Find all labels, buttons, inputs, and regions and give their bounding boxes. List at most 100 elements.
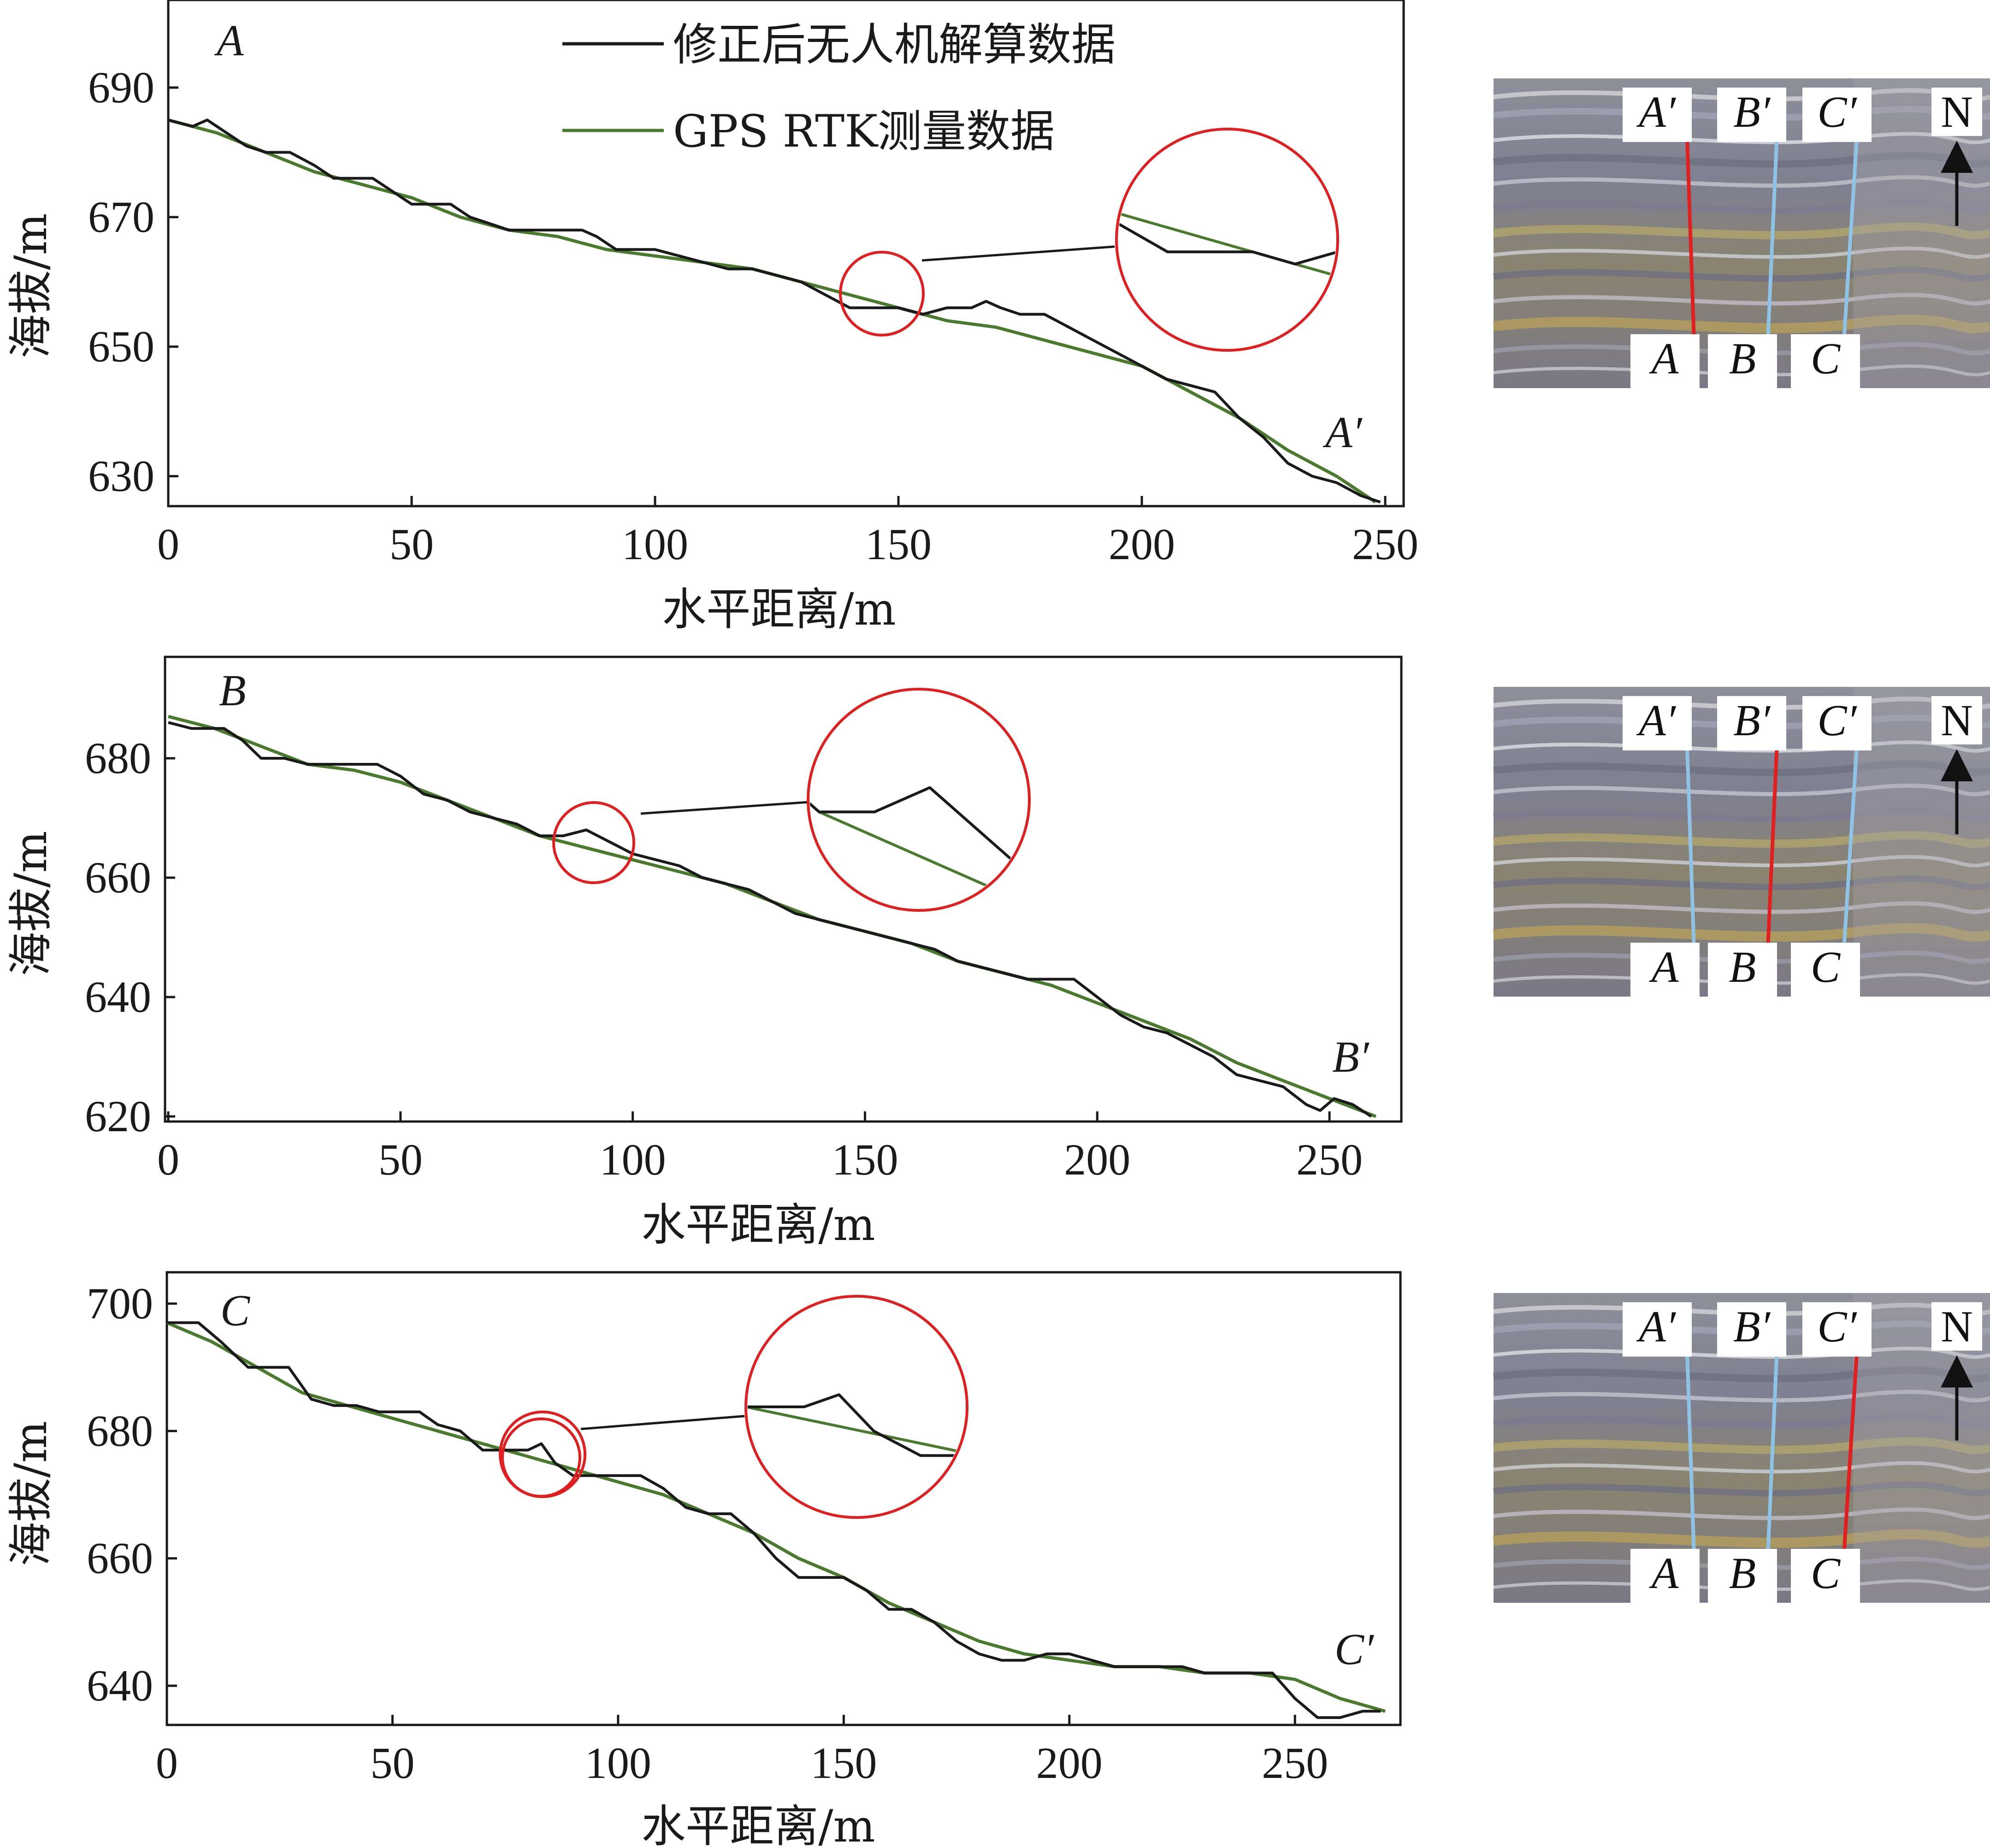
chart-b-ylabel: 海拔/m (5, 831, 57, 976)
x-tick-label: 0 (157, 520, 179, 569)
x-tick-label: 100 (585, 1738, 651, 1788)
chart-c-inset-connector (580, 1415, 745, 1430)
north-box (1931, 88, 1982, 136)
chart-b-end-label: B′ (1332, 1032, 1370, 1081)
map-label-bottom-a-box (1630, 943, 1700, 997)
map-label-top-b: B′ (1733, 87, 1771, 136)
inset-uav-line (748, 1393, 965, 1457)
map-label-top-b-box (1717, 88, 1786, 142)
profile-line-b (1766, 133, 1779, 342)
x-tick-label: 250 (1296, 1135, 1363, 1184)
chart-a-ticks: 0 50 100 150 200 250 630 650 670 690 (88, 63, 1418, 569)
x-tick-label: 200 (1036, 1738, 1103, 1788)
chart-c-series (166, 1321, 1386, 1719)
legend-uav-label: 修正后无人机解算数据 (673, 19, 1116, 71)
chart-c-start-label: C (220, 1286, 250, 1335)
map-label-bottom-a: A (1649, 942, 1679, 992)
y-tick-label: 700 (87, 1279, 153, 1328)
chart-c-inset-circle (744, 1295, 968, 1519)
map-label-top-c: C′ (1817, 696, 1857, 745)
chart-a-xlabel: 水平距离/m (662, 584, 896, 635)
chart-b-series (168, 714, 1377, 1118)
terrain-band (1493, 1482, 1990, 1497)
chart-b-highlight-circle (552, 801, 635, 884)
x-tick-label: 150 (865, 520, 932, 569)
chart-a-inset-connector (921, 245, 1115, 262)
chart-a-highlight-circle (839, 251, 925, 337)
map-label-bottom-c-box (1791, 1549, 1860, 1603)
north-box (1931, 1302, 1982, 1351)
map-b: A′ B′ C′ A B C N (1493, 687, 1990, 997)
map-label-bottom-c: C (1811, 334, 1841, 383)
terrain-band (1493, 1507, 1990, 1520)
map-label-top-a-box (1623, 1302, 1692, 1357)
x-tick-label: 150 (810, 1738, 877, 1788)
x-tick-label: 150 (832, 1135, 898, 1184)
terrain-band (1493, 831, 1990, 848)
map-label-bottom-b: B (1729, 334, 1756, 383)
uav-series-line (168, 118, 1381, 504)
terrain-band (1493, 246, 1990, 259)
terrain-band (1493, 875, 1990, 891)
x-tick-label: 250 (1352, 520, 1418, 569)
y-tick-label: 660 (87, 1534, 153, 1583)
terrain-band (1493, 1529, 1990, 1548)
x-tick-label: 0 (156, 1738, 178, 1788)
north-label: N (1941, 87, 1972, 136)
profile-line-c (1842, 1339, 1860, 1556)
chart-a-inset-circle (1115, 128, 1339, 352)
map-label-bottom-a-box (1630, 334, 1700, 389)
chart-c-end-label: C′ (1335, 1624, 1375, 1674)
chart-a-series (168, 118, 1381, 504)
map-label-bottom-b-box (1708, 334, 1777, 389)
chart-c-xlabel: 水平距离/m (641, 1801, 875, 1848)
uav-series-line (167, 1321, 1381, 1719)
map-label-top-b-box (1717, 696, 1786, 750)
map-label-top-c: C′ (1817, 87, 1857, 136)
chart-c-highlight-circle-2 (501, 1417, 581, 1498)
map-label-top-a: A′ (1636, 87, 1677, 136)
terrain-band (1493, 267, 1990, 282)
north-label: N (1941, 696, 1972, 745)
chart-b-ticks: 0 50 100 150 200 250 620 640 660 680 (85, 733, 1363, 1184)
chart-b-inset-circle (807, 688, 1031, 912)
profile-line-b (1766, 742, 1779, 950)
y-tick-label: 660 (85, 853, 151, 902)
north-box (1931, 696, 1982, 744)
profile-line-c (1842, 732, 1860, 950)
terrain-band (1493, 222, 1990, 240)
chart-a-end-label: A′ (1323, 407, 1363, 457)
y-tick-label: 640 (87, 1661, 153, 1710)
profile-line-a (1685, 1352, 1696, 1556)
map-label-top-a: A′ (1636, 1302, 1677, 1351)
map-label-bottom-b: B (1729, 942, 1756, 992)
profile-line-c (1842, 124, 1860, 342)
profile-line-a (1685, 138, 1696, 342)
terrain-band (1493, 1437, 1990, 1454)
chart-a-frame (167, 0, 1405, 508)
terrain-band (1493, 901, 1990, 914)
map-label-bottom-c: C (1811, 942, 1841, 992)
north-label: N (1941, 1302, 1972, 1351)
x-tick-label: 250 (1262, 1738, 1328, 1788)
map-label-top-a-box (1623, 88, 1692, 142)
map-label-bottom-b-box (1708, 1549, 1777, 1603)
map-label-top-b-box (1717, 1302, 1786, 1357)
inset-gps-line (748, 1393, 965, 1469)
chart-a-start-label: A (214, 16, 244, 65)
x-tick-label: 100 (600, 1135, 666, 1184)
map-label-bottom-b-box (1708, 943, 1777, 997)
y-tick-label: 680 (85, 733, 151, 783)
chart-c-ylabel: 海拔/m (5, 1421, 57, 1566)
uav-series-line (168, 721, 1372, 1118)
chart-c-frame (165, 1271, 1402, 1726)
map-label-bottom-c-box (1791, 943, 1860, 997)
terrain-band (1493, 1461, 1990, 1474)
map-label-bottom-c-box (1791, 334, 1860, 389)
terrain-band (1493, 923, 1990, 942)
gps-series-line (168, 714, 1377, 1118)
y-tick-label: 650 (88, 322, 154, 371)
x-tick-label: 50 (370, 1738, 414, 1788)
